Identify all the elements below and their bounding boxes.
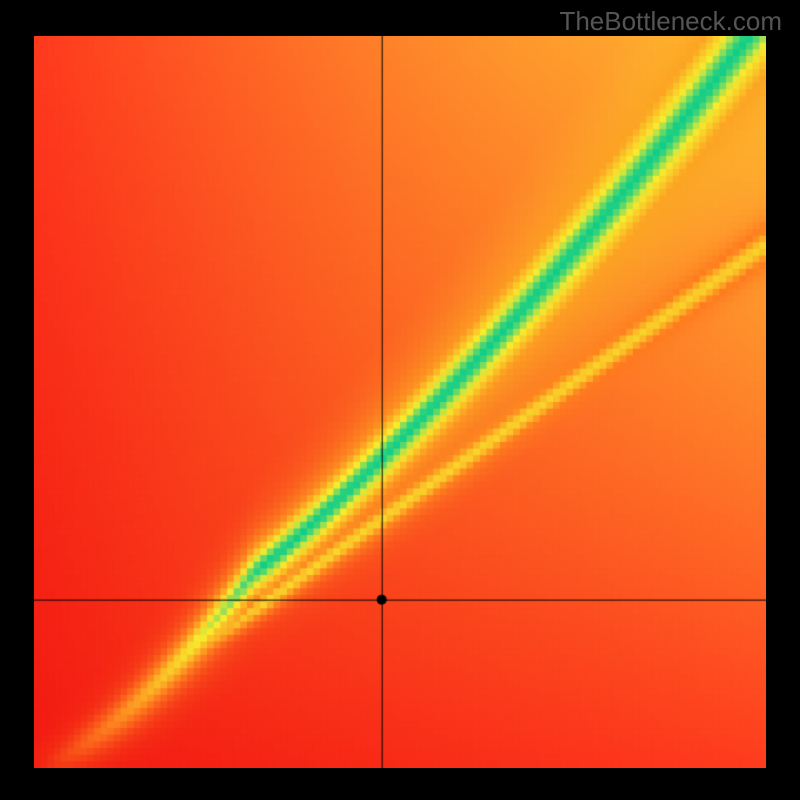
chart-container: TheBottleneck.com: [0, 0, 800, 800]
watermark-text: TheBottleneck.com: [559, 6, 782, 37]
bottleneck-heatmap-canvas: [34, 36, 766, 768]
